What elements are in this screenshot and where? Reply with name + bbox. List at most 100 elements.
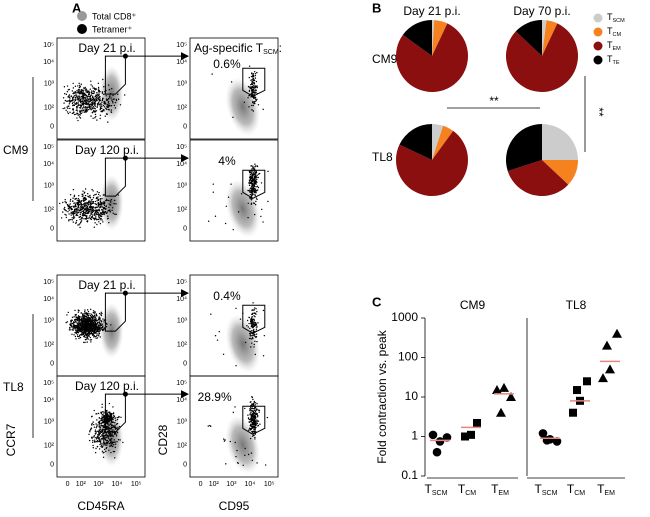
event-dot [103, 448, 106, 451]
event-dot [110, 445, 112, 447]
event-dot [89, 322, 91, 325]
x-tick-label-main: T [567, 482, 575, 496]
event-dot [97, 328, 100, 330]
event-dot [100, 313, 102, 316]
event-dot [112, 435, 115, 437]
event-dot [62, 201, 64, 204]
event-dot [252, 73, 254, 75]
event-dot [100, 314, 103, 317]
y-tick-label: 10⁵ [43, 42, 54, 49]
event-dot [92, 117, 94, 119]
event-dot [110, 105, 113, 107]
event-dot [94, 441, 96, 443]
y-tick-label: 0 [50, 462, 54, 469]
event-dot [255, 308, 257, 310]
event-dot [109, 419, 112, 421]
event-dot [95, 440, 97, 443]
event-dot [79, 226, 81, 229]
event-dot [257, 176, 259, 179]
event-dot [98, 437, 100, 439]
event-dot [119, 439, 121, 441]
event-dot [84, 338, 87, 341]
event-dot [72, 221, 75, 223]
event-dot [104, 103, 107, 105]
event-dot [78, 116, 81, 118]
event-dot [83, 105, 85, 107]
event-dot [249, 413, 251, 415]
event-dot [257, 173, 260, 175]
event-dot [232, 411, 235, 414]
x-tick-label: TEM [491, 482, 509, 497]
event-dot [255, 165, 257, 167]
y-tick-label: 10⁵ [176, 279, 187, 286]
event-dot [97, 218, 100, 221]
event-dot [93, 332, 95, 335]
event-dot [256, 340, 258, 343]
event-dot [76, 325, 78, 328]
event-dot [251, 330, 253, 332]
event-dot [89, 313, 91, 315]
note-main: Ag-specific T [194, 41, 264, 55]
event-dot [254, 402, 257, 404]
event-dot [114, 425, 116, 428]
pie-slice [506, 23, 578, 93]
event-dot [234, 441, 236, 444]
event-dot [93, 92, 95, 94]
event-dot [109, 415, 111, 418]
event-dot [250, 332, 252, 335]
event-dot [78, 195, 80, 197]
event-dot [83, 313, 85, 315]
event-dot [71, 208, 74, 211]
note-sub: SCM [263, 49, 279, 56]
event-dot [95, 319, 97, 322]
y-tick-label: 10⁴ [43, 397, 54, 404]
event-dot [95, 313, 98, 315]
event-dot [256, 174, 258, 176]
event-dot [79, 89, 81, 91]
event-dot [116, 422, 119, 425]
event-dot [74, 96, 77, 99]
event-dot [95, 432, 97, 434]
event-dot [106, 211, 108, 213]
legend-label: TEM [607, 40, 621, 52]
event-dot [74, 94, 77, 96]
event-dot [80, 221, 82, 223]
event-dot [83, 98, 85, 100]
event-dot [98, 438, 101, 440]
gate [104, 292, 126, 332]
event-dot [253, 308, 255, 311]
event-dot [250, 411, 252, 414]
pie-slice [542, 20, 558, 56]
event-dot [252, 425, 254, 427]
event-dot [87, 193, 89, 195]
event-dot [256, 86, 258, 89]
event-dot [76, 319, 78, 321]
event-dot [258, 411, 260, 413]
event-dot [79, 201, 82, 203]
event-dot [253, 184, 255, 186]
event-dot [71, 316, 74, 319]
event-dot [76, 117, 78, 119]
event-dot [252, 326, 255, 328]
event-dot [85, 91, 87, 93]
event-dot [90, 318, 92, 321]
event-dot [76, 335, 79, 338]
event-dot [254, 404, 256, 406]
event-dot [92, 444, 94, 447]
y-tick-label: 10³ [177, 182, 188, 189]
event-dot [89, 194, 91, 197]
event-dot [100, 201, 102, 204]
event-dot [253, 86, 255, 89]
event-dot [100, 423, 102, 425]
event-dot [97, 430, 100, 433]
y-tick-label: 10³ [44, 418, 55, 425]
event-dot [94, 317, 96, 320]
event-dot [95, 94, 97, 97]
event-dot [252, 430, 255, 433]
event-dot [247, 418, 250, 420]
event-dot [62, 107, 64, 110]
event-dot [105, 421, 108, 423]
event-dot [114, 446, 117, 449]
event-dot [255, 412, 258, 415]
event-dot [70, 322, 72, 325]
